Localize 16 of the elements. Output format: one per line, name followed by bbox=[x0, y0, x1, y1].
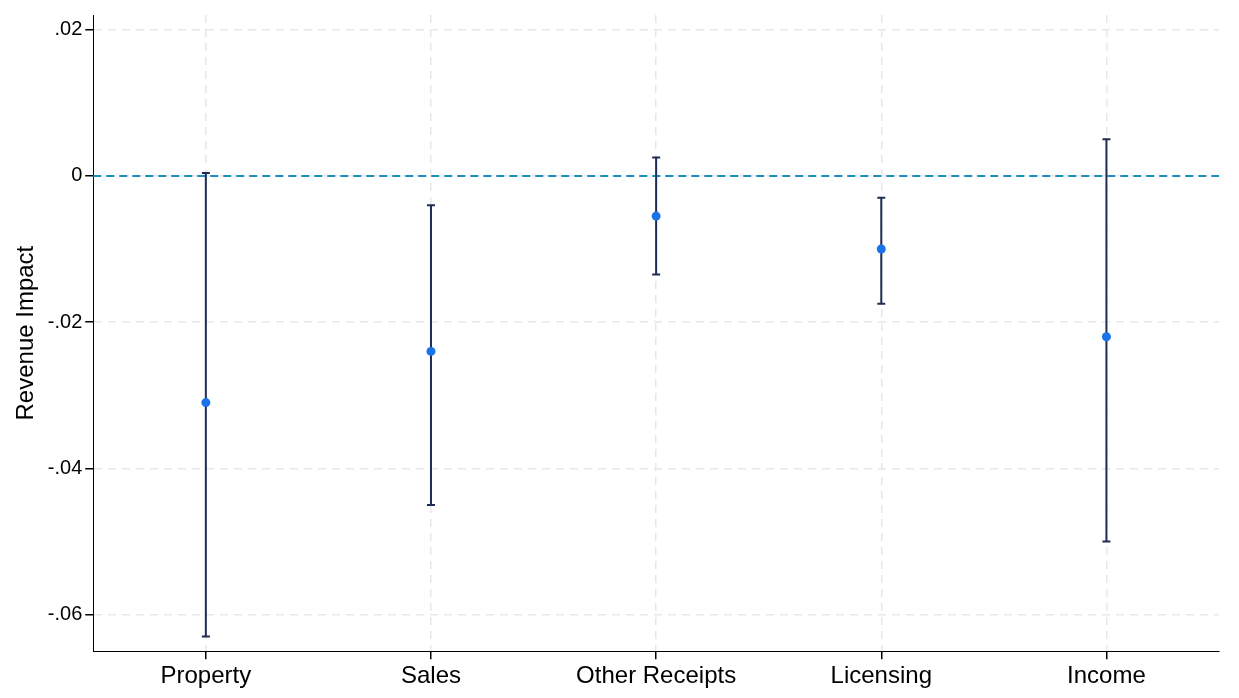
x-tick-label: Licensing bbox=[830, 661, 932, 689]
point bbox=[876, 244, 886, 254]
x-tick-label: Income bbox=[1067, 661, 1146, 689]
point bbox=[651, 211, 661, 221]
y-tick-label: -.04 bbox=[47, 455, 83, 478]
y-axis-title: Revenue Impact bbox=[11, 245, 39, 421]
x-tick-label: Sales bbox=[400, 661, 462, 689]
y-tick-label: 0 bbox=[71, 163, 83, 186]
y-tick-label: .02 bbox=[54, 17, 83, 40]
point bbox=[426, 346, 436, 356]
y-tick-label: -.06 bbox=[47, 602, 83, 625]
point bbox=[201, 398, 211, 408]
x-tick-label: Other Receipts bbox=[576, 661, 737, 689]
y-tick-label: -.02 bbox=[47, 309, 83, 332]
x-tick-label: Property bbox=[160, 661, 252, 689]
point bbox=[1101, 332, 1111, 342]
